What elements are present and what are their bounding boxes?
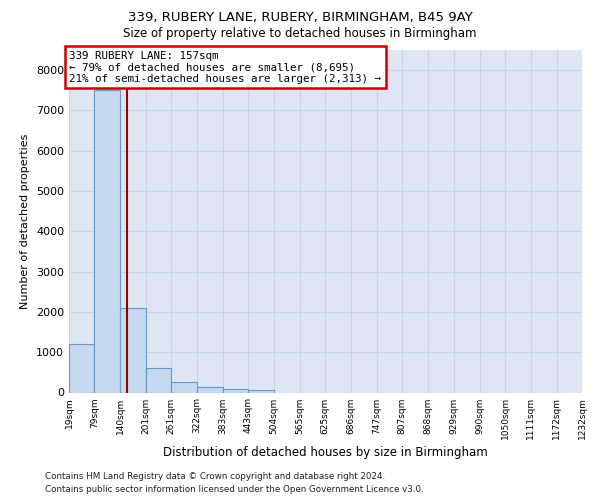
Text: Size of property relative to detached houses in Birmingham: Size of property relative to detached ho… [123,28,477,40]
Text: 339, RUBERY LANE, RUBERY, BIRMINGHAM, B45 9AY: 339, RUBERY LANE, RUBERY, BIRMINGHAM, B4… [128,11,472,24]
Bar [146,368,172,392]
Text: 339 RUBERY LANE: 157sqm
← 79% of detached houses are smaller (8,695)
21% of semi: 339 RUBERY LANE: 157sqm ← 79% of detache… [70,51,382,84]
Bar [94,90,120,393]
Bar [69,344,94,393]
Bar [197,388,223,392]
Bar [223,390,248,392]
Text: Contains HM Land Registry data © Crown copyright and database right 2024.: Contains HM Land Registry data © Crown c… [45,472,385,481]
Bar [172,382,197,392]
X-axis label: Distribution of detached houses by size in Birmingham: Distribution of detached houses by size … [163,446,488,460]
Text: Contains public sector information licensed under the Open Government Licence v3: Contains public sector information licen… [45,485,424,494]
Y-axis label: Number of detached properties: Number of detached properties [20,134,31,309]
Bar [248,390,274,392]
Bar [120,308,146,392]
